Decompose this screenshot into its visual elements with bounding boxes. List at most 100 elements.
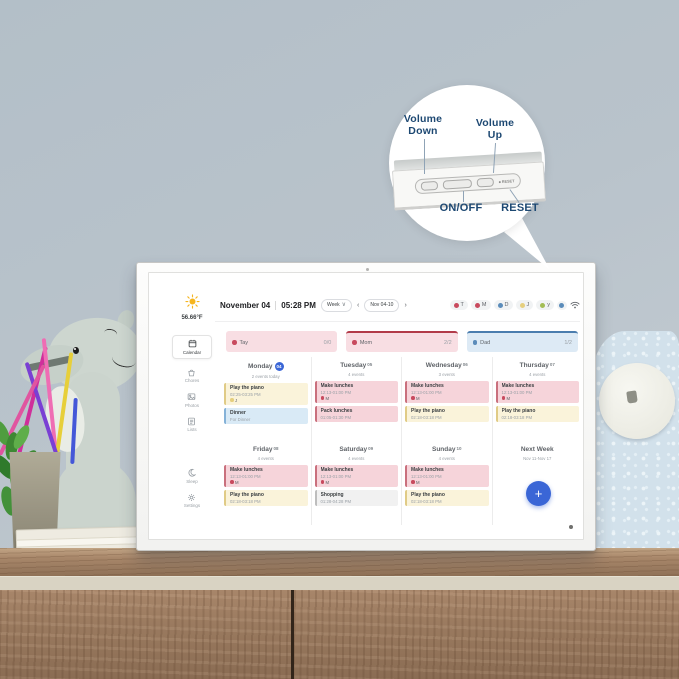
avatar-chip[interactable]: D <box>493 300 513 310</box>
event-time: 12:13-01:00 PM <box>411 473 442 479</box>
event-card[interactable]: Make lunches 12:13-01:00 PM M <box>495 380 579 403</box>
view-selector[interactable]: Week ∨ <box>320 298 353 312</box>
top-bar: November 04 05:28 PM Week ∨ ‹ Nov 04-10 … <box>215 289 580 322</box>
day-event-count: 4 events <box>438 455 455 461</box>
photos-icon <box>188 393 196 400</box>
day-column-tuesday[interactable]: Tuesday05 4 events Make lunches 12:13-01… <box>312 357 402 441</box>
event-title: Play the piano <box>230 491 264 498</box>
week-grid-row-1: Monday 04 2 events today Play the piano 0… <box>221 357 579 441</box>
event-card[interactable]: Dinner For Dinner <box>224 407 308 424</box>
llama-eye <box>73 347 79 354</box>
event-time: 01:28-04:28 PM <box>320 498 352 504</box>
speech-bubble-tail <box>504 218 550 270</box>
calendar-screen[interactable]: 56.66°F November 04 05:28 PM Week ∨ ‹ No… <box>148 272 584 540</box>
member-dot <box>472 340 478 345</box>
sidebar-item-lists[interactable]: Lists <box>187 417 197 432</box>
table-edge-strip <box>0 576 679 591</box>
avatar-chip[interactable]: y <box>536 300 554 310</box>
camera-icon <box>366 268 369 271</box>
event-title: Make lunches <box>411 382 444 389</box>
event-card[interactable]: Make lunches 12:13-01:00 PM M <box>314 464 398 487</box>
day-header: Thursday07 <box>493 362 583 369</box>
day-header: Next Week <box>493 446 583 453</box>
event-title: Dinner <box>230 409 246 416</box>
day-column-friday[interactable]: Friday08 4 events Make lunches 12:13-01:… <box>221 441 312 525</box>
event-card[interactable]: Play the piano 02:18-03:18 PM <box>405 489 489 506</box>
avatar-dot <box>559 302 564 308</box>
avatar-chip[interactable]: J <box>515 300 534 310</box>
member-dot <box>352 340 357 345</box>
event-title: Make lunches <box>411 466 444 473</box>
day-column-thursday[interactable]: Thursday07 4 events Make lunches 12:13-0… <box>493 357 583 441</box>
add-event-button[interactable]: + <box>526 481 551 506</box>
volume-up-button <box>476 177 495 188</box>
day-header: Monday 04 <box>221 362 311 371</box>
event-time: 02:18-03:18 PM <box>230 498 261 504</box>
reset-pinhole: RESET <box>498 179 515 184</box>
event-assignee: M <box>320 396 396 401</box>
day-number: 08 <box>273 446 279 451</box>
member-chip-tay[interactable]: Tay 0/0 <box>226 331 338 352</box>
event-title: Make lunches <box>501 382 535 389</box>
sidebar-item-settings[interactable]: Settings <box>184 493 200 508</box>
event-card[interactable]: Make lunches 12:13-01:00 PM M <box>405 380 489 403</box>
event-card[interactable]: Make lunches 12:13-01:00 PM M <box>314 380 398 403</box>
sun-icon <box>184 294 200 309</box>
today-badge: 04 <box>274 362 284 371</box>
sidebar-item-sleep[interactable]: Sleep <box>186 468 198 484</box>
avatar-dot <box>540 302 546 308</box>
event-assignee: M <box>230 480 305 485</box>
event-assignee: M <box>411 396 486 401</box>
event-card[interactable]: Make lunches 12:13-01:00 PM M <box>405 464 489 487</box>
member-chip-dad[interactable]: Dad 1/2 <box>466 331 578 352</box>
sidebar-item-photos[interactable]: Photos <box>185 392 199 408</box>
event-card[interactable]: Shopping 01:28-04:28 PM <box>314 489 398 506</box>
next-week-button[interactable]: › <box>404 301 407 309</box>
table-top <box>0 548 679 576</box>
event-card[interactable]: Play the piano 02:25-03:25 PM J <box>224 382 308 405</box>
day-column-sunday[interactable]: Sunday10 4 events Make lunches 12:13-01:… <box>402 441 493 525</box>
avatar-chip[interactable]: T <box>449 300 468 310</box>
sidebar-item-label: Sleep <box>186 478 198 484</box>
sidebar-item-calendar[interactable]: Calendar <box>172 335 212 359</box>
sidebar-item-chores[interactable]: Chores <box>185 368 199 383</box>
event-card[interactable]: Play the piano 02:18-03:18 PM <box>495 405 579 422</box>
avatar-dot <box>453 302 459 308</box>
calendar-device-frame: 56.66°F November 04 05:28 PM Week ∨ ‹ No… <box>136 262 596 551</box>
event-card[interactable]: Pack lunches 01:05-01:30 PM <box>314 405 398 422</box>
avatar-dot <box>519 302 525 308</box>
event-title: Play the piano <box>501 407 536 414</box>
settings-gear-icon <box>188 493 196 501</box>
drawer-divider <box>291 590 294 679</box>
event-card[interactable]: Play the piano 02:18-03:18 PM <box>405 405 489 422</box>
day-column-monday[interactable]: Monday 04 2 events today Play the piano 0… <box>221 357 312 441</box>
day-number: 06 <box>462 362 468 367</box>
member-chip-mom[interactable]: Mom 2/2 <box>346 331 458 352</box>
avatar-chip-partial[interactable] <box>557 300 567 310</box>
sidebar-item-label: Calendar <box>182 349 202 355</box>
avatar-chip[interactable]: M <box>470 300 491 310</box>
day-column-saturday[interactable]: Saturday09 4 events Make lunches 12:13-0… <box>312 441 402 525</box>
day-header: Wednesday06 <box>402 362 492 369</box>
event-title: Pack lunches <box>320 407 353 414</box>
avatar-dot <box>497 302 503 308</box>
day-number: 05 <box>367 362 373 367</box>
event-title: Make lunches <box>320 466 354 473</box>
callout-line <box>463 191 465 202</box>
day-event-count: 4 events <box>348 455 365 461</box>
day-column-wednesday[interactable]: Wednesday06 3 events Make lunches 12:13-… <box>402 357 493 441</box>
event-assignee: J <box>230 398 305 403</box>
avatar-dot <box>474 302 480 308</box>
event-card[interactable]: Play the piano 02:18-03:18 PM <box>224 489 308 506</box>
member-row: Tay 0/0 Mom 2/2 Dad 1/2 <box>226 331 578 352</box>
date-range-pill[interactable]: Nov 04-10 <box>364 298 400 312</box>
day-name: Thursday <box>519 362 549 369</box>
volume-up-label: Volume Up <box>475 117 515 142</box>
event-time: 01:05-01:30 PM <box>320 414 352 420</box>
day-number: 07 <box>549 362 555 367</box>
prev-week-button[interactable]: ‹ <box>357 301 360 309</box>
day-column-next-week[interactable]: Next Week Nov 11-Nov 17 <box>493 441 583 525</box>
event-card[interactable]: Make lunches 12:13-01:00 PM M <box>224 464 308 487</box>
event-time: 12:13-01:00 PM <box>320 473 352 479</box>
event-time: 12:13-01:00 PM <box>411 389 442 395</box>
